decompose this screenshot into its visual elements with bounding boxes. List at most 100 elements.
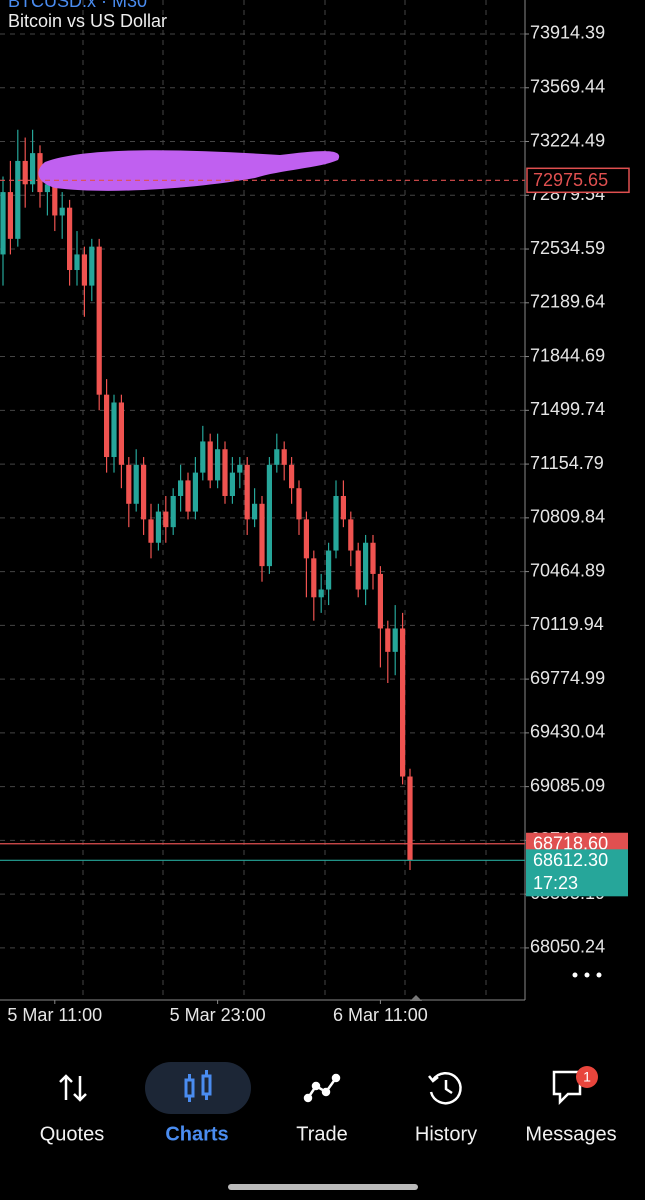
candle-body [163, 511, 169, 528]
candle-body [7, 192, 13, 239]
candle-body [392, 628, 398, 652]
candle-body [303, 519, 309, 559]
candle-body [44, 184, 50, 193]
candles [0, 129, 413, 871]
candle-body [59, 207, 65, 216]
candle-body [126, 464, 132, 504]
home-indicator [228, 1184, 418, 1190]
y-tick-label: 71499.74 [530, 399, 605, 419]
price-label: 72975.65 [533, 170, 608, 190]
candle-body [185, 480, 191, 512]
candle-body [289, 464, 295, 489]
y-tick-label: 71844.69 [530, 345, 605, 365]
y-tick-label: 69085.09 [530, 775, 605, 795]
x-tick-label: 5 Mar 23:00 [170, 1005, 266, 1025]
candle-body [266, 464, 272, 567]
y-tick-label: 72189.64 [530, 292, 605, 312]
history-icon [428, 1072, 462, 1105]
y-tick-label: 73914.39 [530, 23, 605, 43]
candle-body [318, 589, 324, 598]
candle-body [22, 160, 28, 185]
candle-body [222, 449, 228, 496]
candle-body [326, 550, 332, 590]
candle-body [274, 449, 280, 465]
candle-body [155, 511, 161, 543]
y-tick-label: 70464.89 [530, 560, 605, 580]
y-tick-label: 70119.94 [530, 614, 604, 634]
candle-body [296, 488, 302, 520]
candle-body [74, 254, 80, 271]
candle-body [67, 207, 73, 271]
candle-body [259, 503, 265, 567]
nav-label[interactable]: History [415, 1123, 477, 1145]
time-marker [410, 995, 422, 1001]
candle-body [0, 192, 6, 255]
candle-body [192, 472, 198, 512]
candle-body [141, 464, 147, 520]
x-tick-label: 5 Mar 11:00 [7, 1005, 102, 1025]
candle-body [333, 495, 339, 551]
candle-body [15, 160, 21, 239]
badge-count: 1 [583, 1069, 591, 1085]
quotes-icon [59, 1074, 87, 1102]
y-tick-label: 73569.44 [530, 77, 605, 97]
more-menu[interactable] [572, 972, 602, 978]
active-pill [145, 1062, 251, 1114]
candle-body [244, 464, 250, 520]
y-tick-label: 69774.99 [530, 668, 605, 688]
candle-body [363, 542, 369, 590]
price-time: 17:23 [533, 873, 578, 893]
symbol-title: BTCUSD.x · M30 [8, 0, 147, 11]
nav-label[interactable]: Trade [296, 1123, 348, 1145]
candle-body [348, 519, 354, 551]
redaction-scribble [38, 150, 340, 191]
price-label: 68718.60 [533, 834, 608, 854]
candle-body [148, 519, 154, 543]
candle-body [407, 776, 413, 861]
badge [576, 1066, 598, 1088]
nav-label[interactable]: Quotes [40, 1123, 104, 1145]
candle-body [207, 441, 213, 481]
candle-body [377, 573, 383, 629]
candle-body [385, 628, 391, 652]
candle-body [400, 628, 406, 777]
candle-body [104, 394, 110, 458]
candle-body [252, 503, 258, 520]
candle-body [370, 542, 376, 574]
candle-body [311, 558, 317, 598]
candle-body [229, 472, 235, 496]
y-tick-label: 71154.79 [530, 453, 604, 473]
candle-body [281, 449, 287, 465]
x-tick-label: 6 Mar 11:00 [333, 1005, 428, 1025]
candle-body [81, 254, 87, 286]
candle-body [340, 495, 346, 520]
candle-body [52, 184, 58, 216]
candle-body [111, 402, 117, 458]
price-box [526, 167, 630, 194]
candle-body [215, 449, 221, 481]
candle-body [133, 464, 139, 504]
candle-body [237, 464, 243, 473]
y-tick-label: 69430.04 [530, 722, 605, 742]
candle-body [96, 246, 102, 395]
y-tick-label: 73224.49 [530, 130, 605, 150]
trade-icon [303, 1073, 341, 1103]
candle-body [355, 550, 361, 590]
candle-body [200, 441, 206, 473]
candle-body [89, 246, 95, 286]
y-tick-label: 68050.24 [530, 937, 605, 957]
symbol-description: Bitcoin vs US Dollar [8, 11, 167, 31]
bottom-nav: 1 Quotes Charts Trade History Messages [40, 1062, 617, 1145]
price-box [526, 832, 628, 855]
candle-body [30, 153, 36, 185]
y-tick-label: 70809.84 [530, 507, 605, 527]
candle-body [170, 495, 176, 528]
charts-icon [184, 1070, 212, 1102]
candle-body [178, 480, 184, 496]
nav-label[interactable]: Messages [525, 1123, 616, 1145]
price-box [526, 849, 628, 897]
candle-body [118, 402, 124, 465]
nav-label[interactable]: Charts [165, 1123, 228, 1145]
y-tick-label: 72534.59 [530, 238, 605, 258]
